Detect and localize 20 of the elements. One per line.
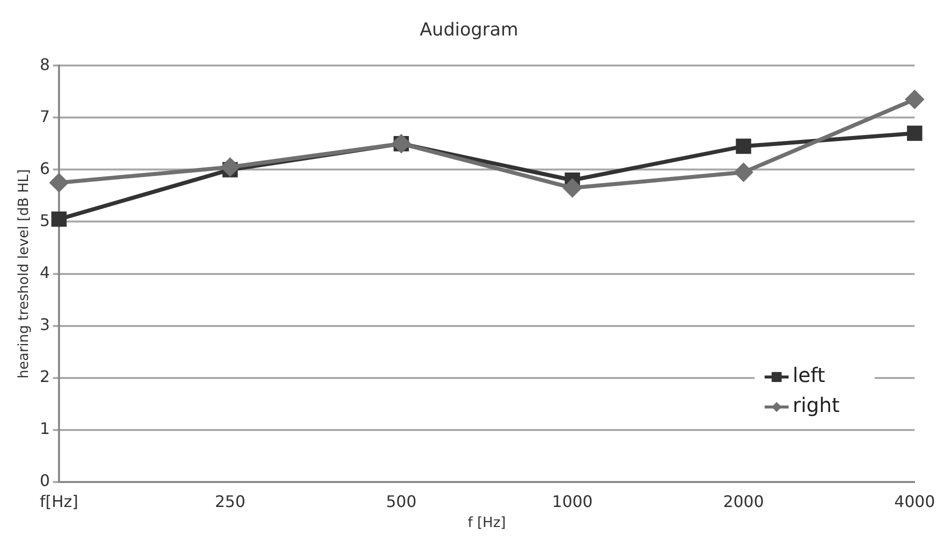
x-tick-label: f[Hz] [40,492,78,511]
y-tick-label: 5 [40,210,50,230]
y-axis-title: hearing treshold level [dB HL] [16,169,32,378]
y-tick-label: 6 [40,158,50,178]
x-tick-label: 4000 [894,492,935,511]
chart-title: Audiogram [420,19,518,40]
y-tick-label: 2 [40,367,50,386]
x-tick-label: 1000 [552,492,593,511]
x-tick-label: 250 [214,492,246,511]
y-tick-label: 8 [40,54,50,74]
x-axis-title: f [Hz] [468,515,506,532]
y-tick-label: 1 [40,419,50,438]
y-tick-label: 0 [40,471,50,490]
y-tick-label: 4 [40,262,50,282]
x-tick-label: 2000 [723,492,764,511]
legend-label: right [792,393,840,418]
legend-label: left [792,363,826,388]
y-tick-label: 7 [40,106,50,126]
y-tick-label: 3 [40,315,50,334]
x-tick-label: 500 [386,492,417,511]
